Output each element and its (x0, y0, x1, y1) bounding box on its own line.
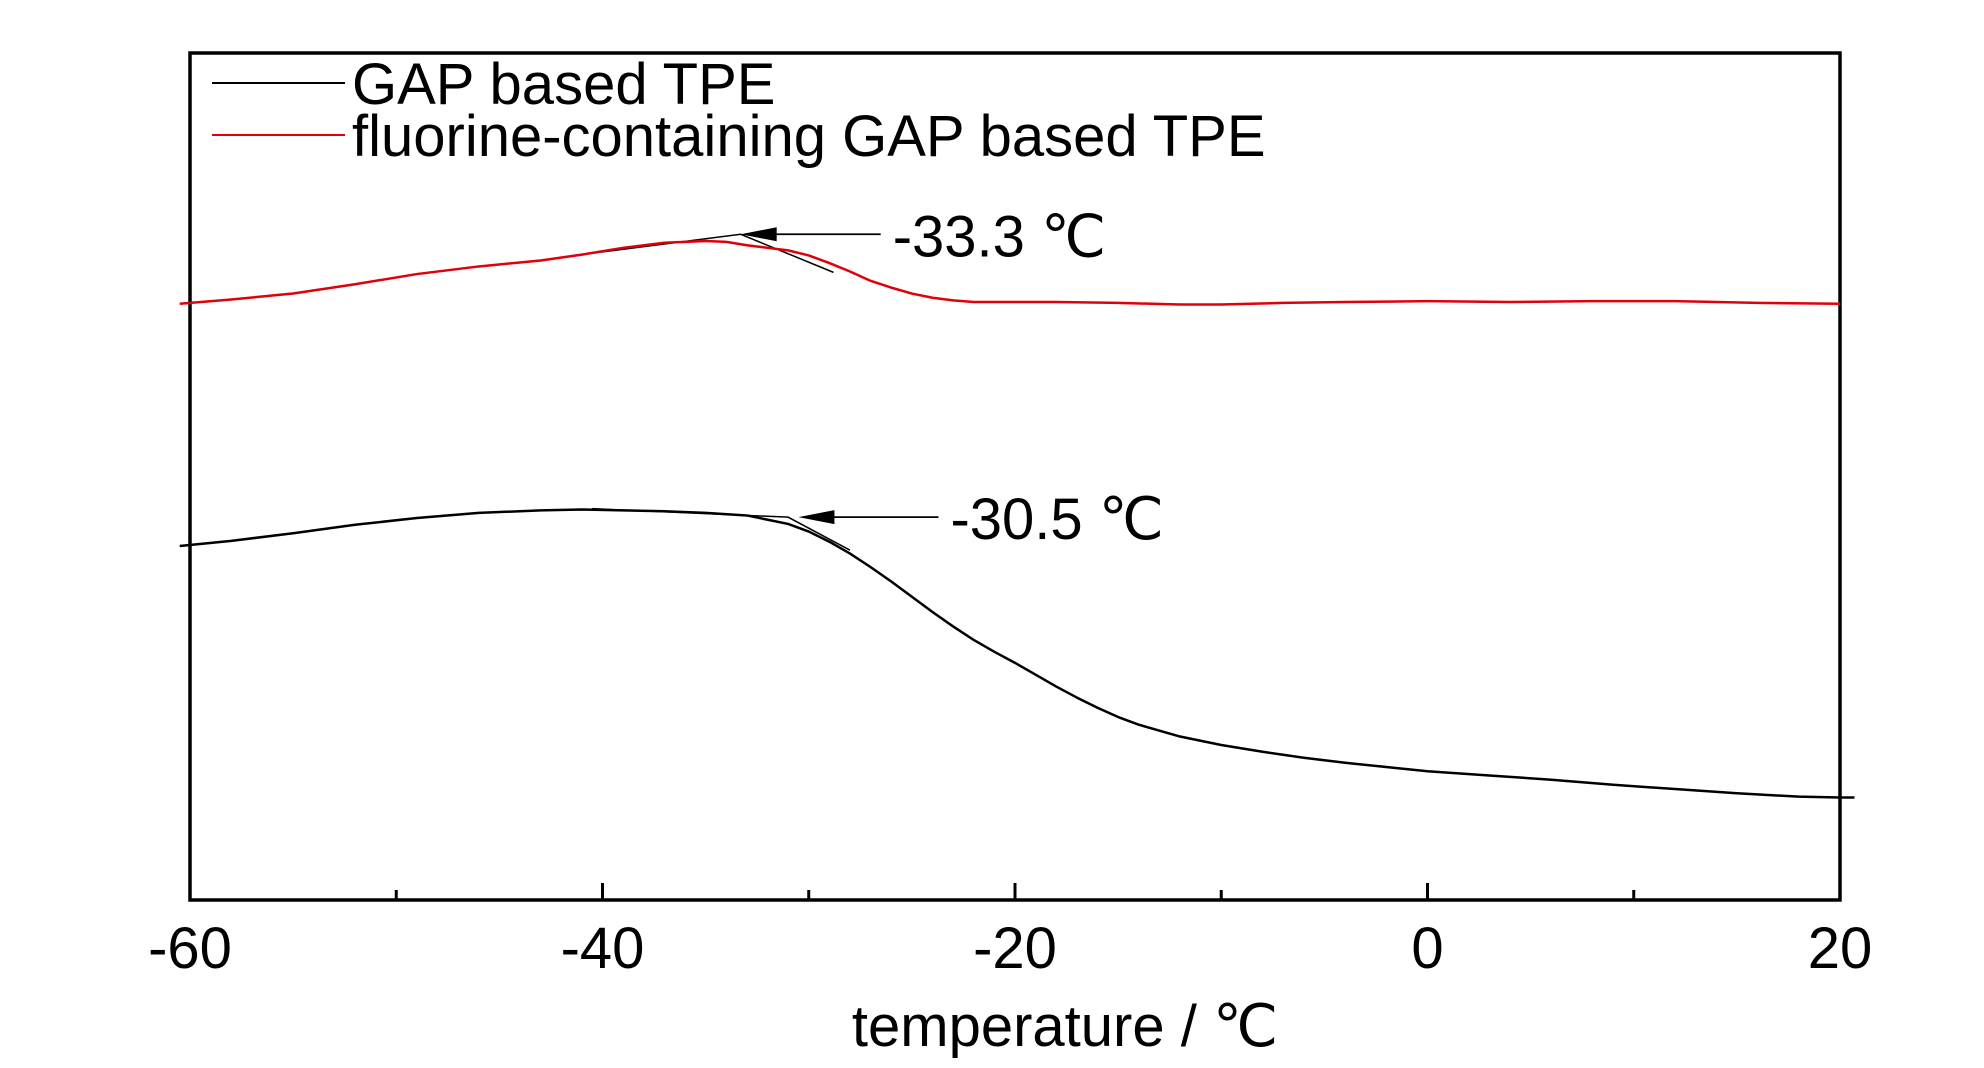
series-line-fluorine-gap-tpe (179, 239, 1841, 306)
tangent-lines (581, 233, 851, 551)
x-axis-title: temperature / ℃ (852, 994, 1278, 1059)
x-tick-label: -40 (561, 916, 645, 981)
annotation-label: -33.3 ℃ (893, 204, 1106, 269)
legend-label: GAP based TPE (352, 52, 775, 117)
x-tick-label: -60 (148, 916, 232, 981)
plot-frame (188, 51, 1842, 902)
annotations: -33.3 ℃ -30.5 ℃ (740, 204, 1164, 552)
x-tick-label: 0 (1411, 916, 1443, 981)
x-axis-ticks (188, 883, 1842, 900)
series-line-gap-tpe (179, 508, 1855, 799)
annotation-arrow-head (740, 227, 777, 242)
annotation-arrow-head (798, 510, 835, 525)
x-axis-tick-labels: -60 -40 -20 0 20 (148, 916, 1872, 981)
annotation-label: -30.5 ℃ (950, 487, 1163, 552)
legend-label: fluorine-containing GAP based TPE (352, 104, 1266, 169)
x-tick-label: 20 (1808, 916, 1873, 981)
data-series (179, 239, 1855, 799)
x-tick-label: -20 (973, 916, 1057, 981)
